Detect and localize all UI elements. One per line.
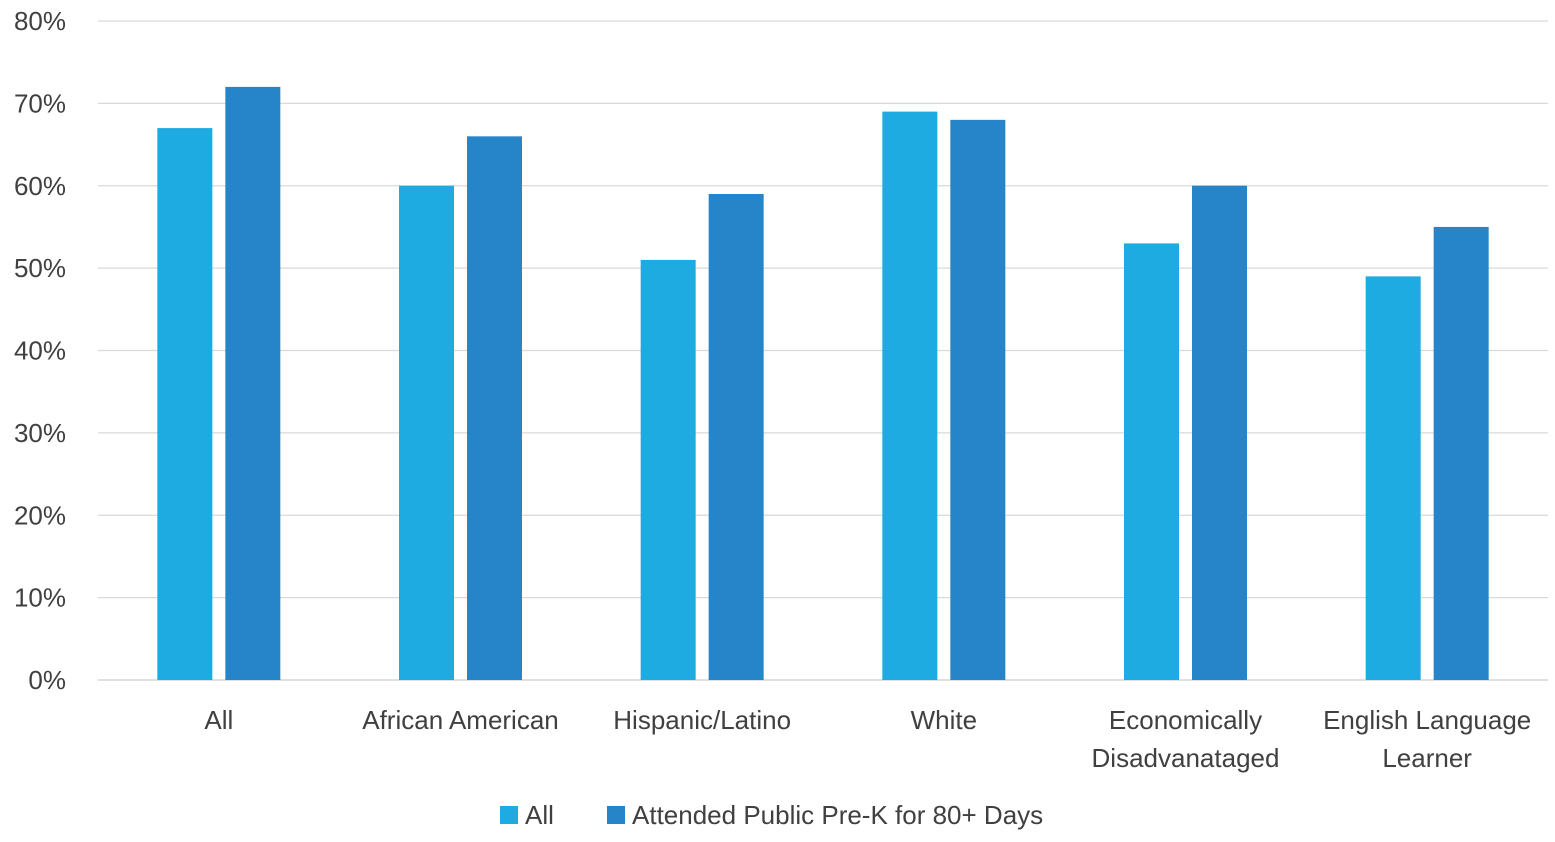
x-tick-label: Economically [1109, 705, 1262, 735]
legend-swatch [607, 806, 625, 824]
x-tick-label: Learner [1382, 743, 1472, 773]
bar-all [1365, 276, 1421, 680]
bar-attended-pre-k [708, 193, 764, 681]
bar-all [157, 128, 213, 680]
x-tick-label: African American [362, 705, 559, 735]
bar-attended-pre-k [467, 136, 522, 680]
gridlines [98, 20, 1548, 681]
bar-all [1124, 243, 1179, 680]
bar-attended-pre-k [950, 119, 1006, 681]
x-tick-label: Disadvanataged [1092, 743, 1280, 773]
x-tick-label: Hispanic/Latino [613, 705, 791, 735]
y-tick-label: 80% [14, 6, 66, 36]
y-tick-label: 20% [14, 500, 66, 530]
legend-label: All [525, 800, 554, 830]
y-tick-label: 30% [14, 418, 66, 448]
y-tick-label: 50% [14, 253, 66, 283]
y-tick-label: 10% [14, 583, 66, 613]
bars [157, 86, 1489, 681]
bar-attended-pre-k [1433, 226, 1489, 680]
bar-all [399, 185, 454, 680]
y-tick-label: 70% [14, 88, 66, 118]
x-tick-label: English Language [1323, 705, 1531, 735]
legend-swatch [500, 806, 518, 824]
bar-all [882, 111, 938, 681]
x-axis-ticks: All African American Hispanic/Latino White E… [204, 705, 1531, 773]
bar-attended-pre-k [225, 86, 281, 680]
y-axis-ticks: 0% 10% 20% 30% 40% 50% 60% 70% 80% [14, 6, 66, 695]
x-tick-label: White [911, 705, 977, 735]
legend: All Attended Public Pre-K for 80+ Days [500, 800, 1043, 830]
legend-label: Attended Public Pre-K for 80+ Days [632, 800, 1043, 830]
y-tick-label: 0% [28, 665, 66, 695]
y-tick-label: 40% [14, 336, 66, 366]
bar-all [640, 259, 696, 680]
x-tick-label: All [204, 705, 233, 735]
y-tick-label: 60% [14, 171, 66, 201]
bar-attended-pre-k [1192, 185, 1247, 680]
